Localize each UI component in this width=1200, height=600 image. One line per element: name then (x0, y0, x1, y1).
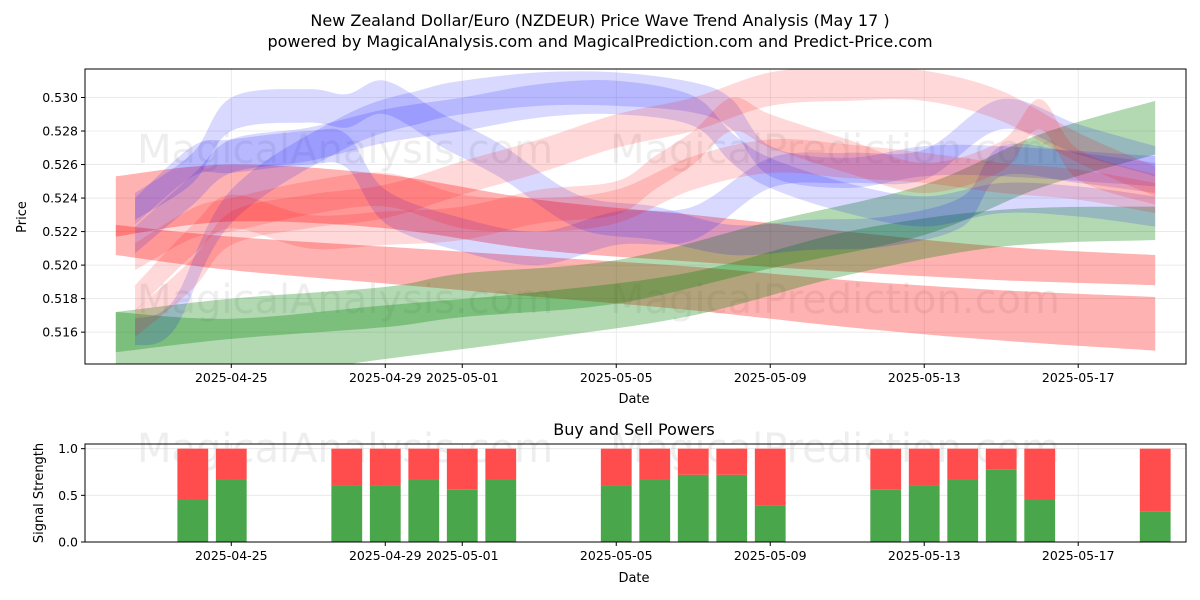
buy-bar (1139, 511, 1171, 542)
price-band-1 (115, 224, 1156, 351)
sell-bar (331, 448, 363, 486)
buy-bar (485, 479, 517, 542)
price-y-tick-label: 0.522 (42, 224, 78, 239)
price-y-tick-label: 0.530 (42, 90, 78, 105)
buy-bar (177, 500, 209, 542)
price-band-0 (115, 164, 1156, 286)
price-y-tick-label: 0.520 (42, 258, 78, 273)
signal-bars (177, 448, 1171, 542)
sell-bar (677, 448, 709, 475)
sell-bar (639, 448, 671, 480)
signal-plot-frame (84, 443, 1187, 543)
buy-bar (985, 469, 1017, 542)
sell-bar (446, 448, 478, 490)
sell-bar (1139, 448, 1171, 512)
signal-x-tick-label: 2025-05-05 (580, 548, 653, 563)
sell-bar (600, 448, 632, 486)
buy-bar (369, 485, 401, 542)
buy-bar (600, 485, 632, 542)
sell-bar (870, 448, 902, 490)
sell-bar (177, 448, 209, 500)
price-y-tick-label: 0.526 (42, 157, 78, 172)
price-x-tick-label: 2025-04-29 (349, 370, 422, 385)
price-x-axis-label: Date (618, 392, 649, 407)
price-y-tick-label: 0.528 (42, 124, 78, 139)
buy-bar (1024, 500, 1056, 542)
sell-bar (215, 448, 247, 480)
price-band-3 (115, 206, 1156, 364)
buy-bar (331, 485, 363, 542)
price-x-tick-label: 2025-05-01 (426, 370, 499, 385)
price-y-tick-label: 0.516 (42, 325, 78, 340)
sell-bar (716, 448, 748, 475)
price-band-6 (135, 80, 1156, 256)
sell-bar (908, 448, 940, 486)
signal-x-tick-label: 2025-05-13 (888, 548, 961, 563)
watermark-prediction: MagicalPrediction.com (610, 127, 1060, 173)
signal-y-tick-label: 1.0 (58, 441, 78, 456)
price-x-tick-label: 2025-05-05 (580, 370, 653, 385)
sell-bar (485, 448, 517, 480)
signal-x-tick-label: 2025-04-29 (349, 548, 422, 563)
sell-bar (1024, 448, 1056, 500)
buy-bar (677, 474, 709, 542)
buy-bar (870, 489, 902, 542)
sell-bar (947, 448, 979, 480)
price-x-tick-label: 2025-05-13 (888, 370, 961, 385)
buy-bar (754, 505, 786, 542)
buy-bar (215, 479, 247, 542)
price-y-tick-label: 0.518 (42, 291, 78, 306)
signal-axis-frame: 2025-04-25 2025-04-29 2025-05-01 2025-05-05… (58, 441, 1187, 563)
price-band-9 (135, 97, 1156, 313)
signal-x-tick-label: 2025-05-01 (426, 548, 499, 563)
sell-bar (408, 448, 440, 480)
signal-x-tick-label: 2025-05-17 (1042, 548, 1115, 563)
chart-subtitle: powered by MagicalAnalysis.com and Magic… (267, 32, 932, 51)
signal-x-tick-label: 2025-04-25 (195, 548, 268, 563)
price-plot-frame (84, 68, 1187, 365)
price-band-4 (135, 80, 1156, 254)
price-x-tick-label: 2025-04-25 (195, 370, 268, 385)
price-y-tick-label: 0.524 (42, 191, 78, 206)
signal-y-tick-label: 0.5 (58, 488, 78, 503)
sell-bar (369, 448, 401, 486)
sell-bar (754, 448, 786, 506)
price-grid (85, 69, 1186, 364)
buy-bar (908, 485, 940, 542)
price-panel: MagicalAnalysis.com MagicalPrediction.co… (15, 127, 1060, 407)
signal-x-axis-label: Date (618, 571, 649, 586)
price-band-7 (135, 98, 1156, 266)
price-axes (85, 69, 1186, 364)
price-bands (115, 69, 1156, 364)
price-x-tick-label: 2025-05-17 (1042, 370, 1115, 385)
buy-bar (446, 489, 478, 542)
price-band-10 (135, 138, 1156, 271)
price-x-tick-label: 2025-05-09 (734, 370, 807, 385)
price-y-axis-label: Price (15, 201, 30, 233)
signal-y-axis-label: Signal Strength (32, 443, 47, 543)
chart-title: New Zealand Dollar/Euro (NZDEUR) Price W… (310, 11, 889, 30)
signal-x-tick-label: 2025-05-09 (734, 548, 807, 563)
sell-bar (985, 448, 1017, 470)
buy-bar (947, 479, 979, 542)
price-axis-frame: 2025-04-25 2025-04-29 2025-05-01 2025-05-05… (42, 68, 1187, 385)
price-band-2 (115, 100, 1156, 353)
watermark-analysis: MagicalAnalysis.com (137, 127, 553, 173)
price-band-8 (135, 69, 1156, 338)
buy-bar (716, 474, 748, 542)
buy-bar (639, 479, 671, 542)
signal-y-tick-label: 0.0 (58, 535, 78, 550)
buy-bar (408, 479, 440, 542)
watermark-prediction: MagicalPrediction.com (610, 277, 1060, 323)
signal-chart-title: Buy and Sell Powers (553, 420, 715, 439)
watermark-analysis: MagicalAnalysis.com (137, 277, 553, 323)
